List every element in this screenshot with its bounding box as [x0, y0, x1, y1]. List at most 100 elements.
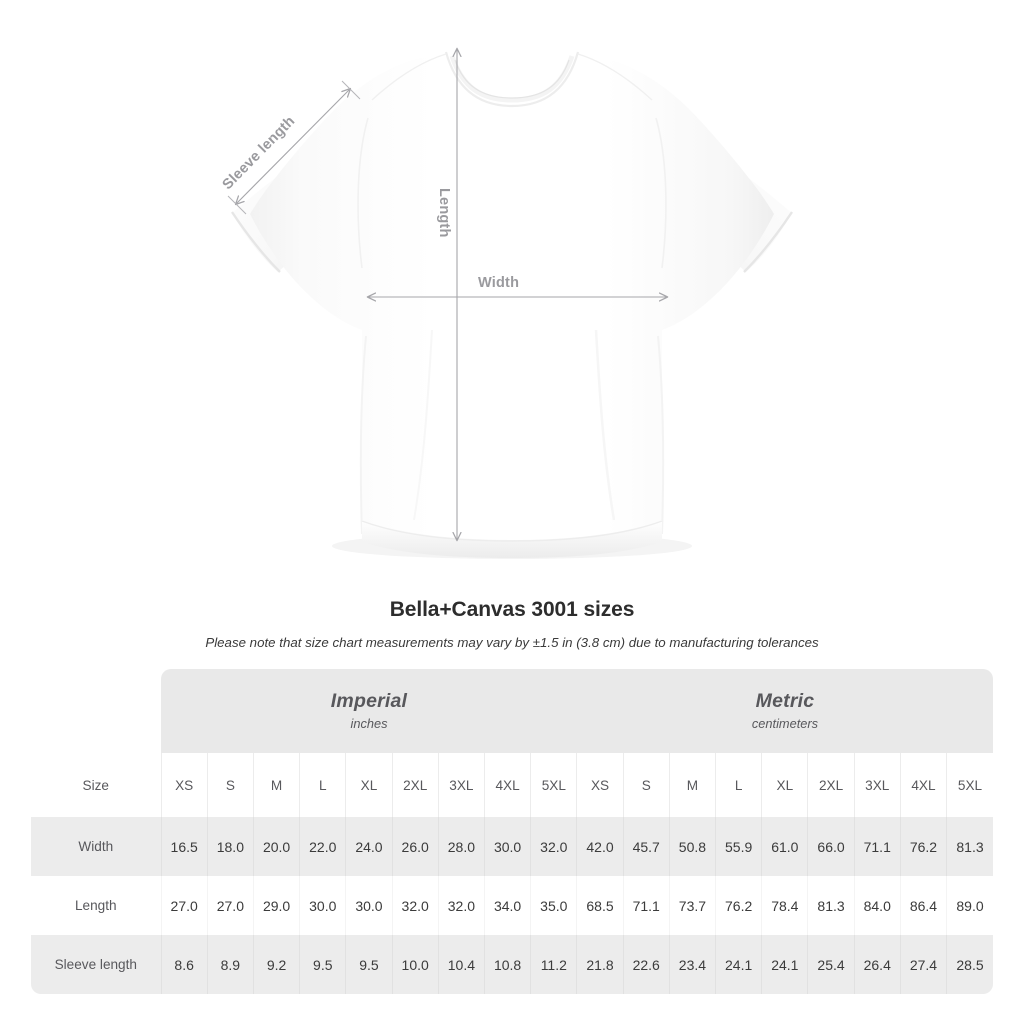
cell-length-metric-2xl: 81.3 — [807, 876, 855, 935]
cell-length-metric-4xl: 86.4 — [899, 876, 947, 935]
cell-sleeve-length-metric-m: 23.4 — [668, 935, 716, 994]
size-header-metric-4xl: 4XL — [899, 753, 947, 817]
cell-length-imperial-xs: 27.0 — [160, 876, 208, 935]
cell-sleeve-length-metric-3xl: 26.4 — [853, 935, 901, 994]
table-row: Sleeve length 8.6 8.9 9.2 9.5 9.5 10.0 10.4 10.8… — [31, 935, 993, 994]
cell-sleeve-length-metric-4xl: 27.4 — [899, 935, 947, 994]
left-sleeve-hem — [231, 211, 281, 273]
left-shoulder-seam — [371, 53, 447, 101]
cell-width-metric-3xl: 71.1 — [853, 817, 901, 876]
left-armhole-seam — [357, 117, 369, 269]
unit-banner-row: Imperial inches Metric centimeters — [31, 669, 993, 753]
title-block: Bella+Canvas 3001 sizes Please note that… — [0, 596, 1024, 651]
tshirt-diagram: Length Width Sleeve length — [220, 47, 793, 559]
body-fold-left — [413, 329, 433, 521]
cell-width-imperial-2xl: 26.0 — [391, 817, 439, 876]
cell-sleeve-length-imperial-l: 9.5 — [299, 935, 346, 994]
sleeve-tick-start — [227, 195, 247, 215]
cell-length-imperial-4xl: 34.0 — [483, 876, 531, 935]
unit-name: Metric — [755, 690, 815, 712]
size-header-metric-xl: XL — [761, 753, 808, 817]
size-header-imperial-s: S — [206, 753, 254, 817]
size-header-row: Size XS S M L XL 2XL 3XL 4XL 5XL XS S M L XL 2XL 3XL 4XL 5… — [31, 753, 993, 817]
right-side-seam — [657, 335, 665, 535]
size-header-imperial-xs: XS — [160, 753, 208, 817]
unit-subtitle: centimeters — [751, 716, 819, 731]
cell-sleeve-length-metric-2xl: 25.4 — [807, 935, 855, 994]
right-armhole-seam — [655, 117, 667, 269]
size-header-imperial-xl: XL — [345, 753, 393, 817]
cell-sleeve-length-imperial-m: 9.2 — [252, 935, 300, 994]
size-header-imperial-3xl: 3XL — [437, 753, 485, 817]
cell-width-imperial-5xl: 32.0 — [530, 817, 577, 876]
cell-width-imperial-3xl: 28.0 — [437, 817, 485, 876]
sleeve-tick-end — [341, 80, 361, 100]
size-column-header: Size — [82, 777, 109, 793]
cell-sleeve-length-metric-s: 22.6 — [622, 935, 670, 994]
cell-length-metric-xs: 68.5 — [576, 876, 624, 935]
cell-width-imperial-s: 18.0 — [206, 817, 254, 876]
right-sleeve-hem — [743, 211, 793, 273]
size-chart-table-wrapper: Imperial inches Metric centimeters Size XS S M L… — [31, 669, 993, 994]
banner-spacer-cell — [31, 669, 162, 753]
table-row: Length 27.0 27.0 29.0 30.0 30.0 32.0 32.0 34.0 35… — [31, 876, 993, 935]
cell-length-imperial-l: 30.0 — [299, 876, 346, 935]
body-fold-right — [594, 329, 616, 521]
cell-sleeve-length-imperial-3xl: 10.4 — [437, 935, 485, 994]
right-shoulder-seam — [577, 53, 653, 101]
hem-stitch — [361, 520, 663, 542]
left-side-seam — [359, 335, 367, 535]
cell-length-imperial-2xl: 32.0 — [391, 876, 439, 935]
cell-sleeve-length-metric-5xl: 28.5 — [946, 935, 993, 994]
size-header-imperial-4xl: 4XL — [483, 753, 531, 817]
cell-width-metric-l: 55.9 — [715, 817, 762, 876]
cell-width-metric-4xl: 76.2 — [899, 817, 947, 876]
cell-length-imperial-s: 27.0 — [206, 876, 254, 935]
tshirt-illustration — [227, 47, 793, 559]
size-header-imperial-m: M — [252, 753, 300, 817]
row-header-width: Width — [78, 839, 114, 854]
table-row: Width 16.5 18.0 20.0 22.0 24.0 26.0 28.0 30.0 32.… — [31, 817, 993, 876]
size-header-metric-l: L — [715, 753, 762, 817]
collar-rib — [449, 55, 575, 103]
size-header-imperial-l: L — [299, 753, 346, 817]
cell-sleeve-length-metric-xs: 21.8 — [576, 935, 624, 994]
size-header-metric-s: S — [622, 753, 670, 817]
cell-sleeve-length-metric-l: 24.1 — [715, 935, 762, 994]
size-header-imperial-5xl: 5XL — [530, 753, 577, 817]
cell-length-imperial-m: 29.0 — [252, 876, 300, 935]
tolerance-note: Please note that size chart measurements… — [205, 635, 819, 650]
cell-sleeve-length-metric-xl: 24.1 — [761, 935, 808, 994]
cell-length-metric-s: 71.1 — [622, 876, 670, 935]
cell-length-imperial-3xl: 32.0 — [437, 876, 485, 935]
row-header-sleeve-length: Sleeve length — [54, 957, 137, 972]
cell-sleeve-length-imperial-s: 8.9 — [206, 935, 254, 994]
cell-length-metric-xl: 78.4 — [761, 876, 808, 935]
page-title: Bella+Canvas 3001 sizes — [389, 598, 635, 621]
cell-width-imperial-xs: 16.5 — [160, 817, 208, 876]
width-label: Width — [478, 275, 520, 291]
cell-width-imperial-m: 20.0 — [252, 817, 300, 876]
cell-width-imperial-4xl: 30.0 — [483, 817, 531, 876]
bottom-hem — [362, 520, 662, 558]
cell-width-imperial-l: 22.0 — [299, 817, 346, 876]
unit-name: Imperial — [330, 690, 408, 712]
cell-width-metric-xl: 61.0 — [761, 817, 808, 876]
cell-length-metric-l: 76.2 — [715, 876, 762, 935]
cell-sleeve-length-imperial-xs: 8.6 — [160, 935, 208, 994]
cell-sleeve-length-imperial-2xl: 10.0 — [391, 935, 439, 994]
shirt-body — [250, 52, 774, 556]
cell-length-metric-3xl: 84.0 — [853, 876, 901, 935]
cell-length-imperial-5xl: 35.0 — [530, 876, 577, 935]
cell-sleeve-length-imperial-4xl: 10.8 — [483, 935, 531, 994]
size-header-metric-m: M — [668, 753, 716, 817]
cell-width-metric-m: 50.8 — [668, 817, 716, 876]
cell-width-metric-xs: 42.0 — [576, 817, 624, 876]
unit-banner-metric: Metric centimeters — [577, 669, 993, 753]
cell-length-imperial-xl: 30.0 — [345, 876, 393, 935]
size-header-metric-3xl: 3XL — [853, 753, 901, 817]
cell-length-metric-m: 73.7 — [668, 876, 716, 935]
sleeve-dimension-line — [234, 87, 352, 206]
unit-subtitle: inches — [350, 716, 388, 731]
cell-sleeve-length-imperial-5xl: 11.2 — [530, 935, 577, 994]
